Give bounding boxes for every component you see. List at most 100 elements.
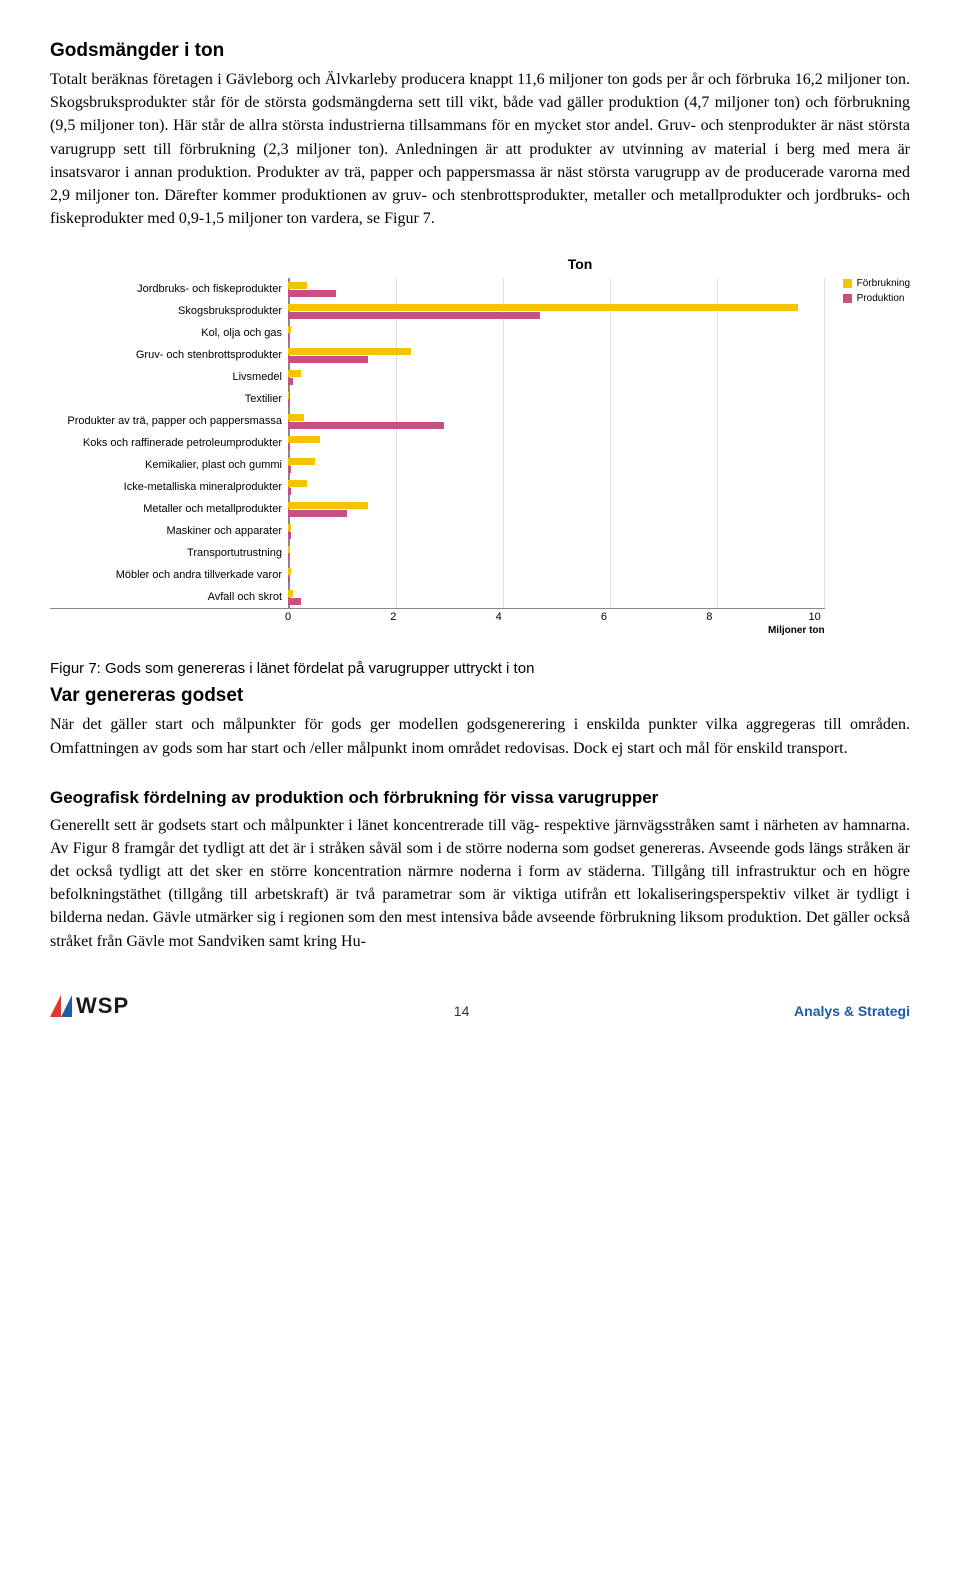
chart-x-axis: 0246810	[288, 611, 825, 623]
chart-row: Koks och raffinerade petroleumprodukter	[50, 432, 825, 454]
bar-produktion	[288, 554, 289, 561]
chart-bar-group	[288, 564, 825, 586]
figure-caption: Figur 7: Gods som genereras i länet förd…	[50, 660, 910, 677]
chart-row: Jordbruks- och fiskeprodukter	[50, 278, 825, 300]
legend-label: Förbrukning	[857, 278, 910, 289]
section-heading-var-genereras: Var genereras godset	[50, 685, 910, 707]
wsp-logo: WSP	[50, 993, 129, 1019]
x-tick-label: 8	[699, 611, 719, 623]
footer-right-text: Analys & Strategi	[794, 1003, 910, 1019]
chart-bar-group	[288, 366, 825, 388]
paragraph-3: Generellt sett är godsets start och målp…	[50, 814, 910, 953]
paragraph-2: När det gäller start och målpunkter för …	[50, 713, 910, 759]
chart-category-label: Gruv- och stenbrottsprodukter	[50, 349, 288, 361]
chart-bar-group	[288, 542, 825, 564]
chart-row: Livsmedel	[50, 366, 825, 388]
chart-category-label: Koks och raffinerade petroleumprodukter	[50, 437, 288, 449]
bar-forbrukning	[288, 458, 315, 465]
bar-produktion	[288, 510, 347, 517]
chart-bar-group	[288, 498, 825, 520]
bar-forbrukning	[288, 304, 798, 311]
bar-forbrukning	[288, 590, 293, 597]
bar-forbrukning	[288, 392, 289, 399]
x-tick-label: 10	[805, 611, 825, 623]
chart-row: Produkter av trä, papper och pappersmass…	[50, 410, 825, 432]
bar-forbrukning	[288, 546, 290, 553]
page-number: 14	[454, 1003, 470, 1019]
chart-row: Avfall och skrot	[50, 586, 825, 608]
paragraph-1: Totalt beräknas företagen i Gävleborg oc…	[50, 68, 910, 230]
chart-category-label: Metaller och metallprodukter	[50, 503, 288, 515]
chart-figure-7: Ton Jordbruks- och fiskeprodukter Skogsbr…	[50, 256, 910, 636]
bar-produktion	[288, 422, 444, 429]
chart-category-label: Kol, olja och gas	[50, 327, 288, 339]
bar-produktion	[288, 334, 289, 341]
page-footer: WSP 14 Analys & Strategi	[50, 993, 910, 1019]
chart-category-label: Maskiner och apparater	[50, 525, 288, 537]
bar-produktion	[288, 356, 368, 363]
bar-produktion	[288, 466, 291, 473]
chart-row: Gruv- och stenbrottsprodukter	[50, 344, 825, 366]
chart-category-label: Kemikalier, plast och gummi	[50, 459, 288, 471]
chart-category-label: Möbler och andra tillverkade varor	[50, 569, 288, 581]
chart-category-label: Transportutrustning	[50, 547, 288, 559]
bar-forbrukning	[288, 326, 291, 333]
chart-row: Metaller och metallprodukter	[50, 498, 825, 520]
subsection-heading-geografisk: Geografisk fördelning av produktion och …	[50, 788, 910, 808]
chart-bar-group	[288, 388, 825, 410]
chart-category-label: Jordbruks- och fiskeprodukter	[50, 283, 288, 295]
chart-plot: Jordbruks- och fiskeprodukter Skogsbruksp…	[50, 278, 825, 609]
bar-produktion	[288, 378, 293, 385]
bar-forbrukning	[288, 282, 307, 289]
chart-bar-group	[288, 410, 825, 432]
bar-produktion	[288, 532, 291, 539]
chart-row: Maskiner och apparater	[50, 520, 825, 542]
chart-row: Möbler och andra tillverkade varor	[50, 564, 825, 586]
bar-produktion	[288, 312, 540, 319]
chart-bar-group	[288, 322, 825, 344]
x-tick-label: 6	[594, 611, 614, 623]
chart-category-label: Avfall och skrot	[50, 591, 288, 603]
x-tick-label: 4	[489, 611, 509, 623]
bar-forbrukning	[288, 348, 411, 355]
legend-item: Produktion	[843, 293, 910, 304]
section-heading-godsmangder: Godsmängder i ton	[50, 40, 910, 62]
x-tick-label: 0	[278, 611, 298, 623]
chart-row: Skogsbruksprodukter	[50, 300, 825, 322]
chart-row: Textilier	[50, 388, 825, 410]
chart-row: Kol, olja och gas	[50, 322, 825, 344]
legend-swatch	[843, 279, 852, 288]
chart-category-label: Skogsbruksprodukter	[50, 305, 288, 317]
bar-produktion	[288, 400, 289, 407]
chart-row: Icke-metalliska mineralprodukter	[50, 476, 825, 498]
chart-bar-group	[288, 520, 825, 542]
bar-produktion	[288, 598, 301, 605]
chart-bar-group	[288, 454, 825, 476]
chart-row: Kemikalier, plast och gummi	[50, 454, 825, 476]
chart-row: Transportutrustning	[50, 542, 825, 564]
chart-bar-group	[288, 476, 825, 498]
legend-label: Produktion	[857, 293, 905, 304]
bar-produktion	[288, 488, 291, 495]
chart-x-axis-label: Miljoner ton	[50, 625, 825, 636]
bar-forbrukning	[288, 568, 291, 575]
chart-legend: Förbrukning Produktion	[843, 278, 910, 308]
bar-produktion	[288, 576, 290, 583]
chart-bar-group	[288, 278, 825, 300]
chart-title: Ton	[50, 256, 910, 272]
bar-forbrukning	[288, 370, 301, 377]
bar-forbrukning	[288, 524, 291, 531]
chart-bar-group	[288, 586, 825, 608]
legend-item: Förbrukning	[843, 278, 910, 289]
bar-forbrukning	[288, 414, 304, 421]
wsp-logo-icon	[50, 995, 72, 1017]
chart-bar-group	[288, 432, 825, 454]
chart-category-label: Textilier	[50, 393, 288, 405]
bar-produktion	[288, 290, 336, 297]
legend-swatch	[843, 294, 852, 303]
bar-forbrukning	[288, 480, 307, 487]
chart-bar-group	[288, 300, 825, 322]
bar-forbrukning	[288, 502, 368, 509]
bar-forbrukning	[288, 436, 320, 443]
wsp-logo-text: WSP	[76, 993, 129, 1019]
